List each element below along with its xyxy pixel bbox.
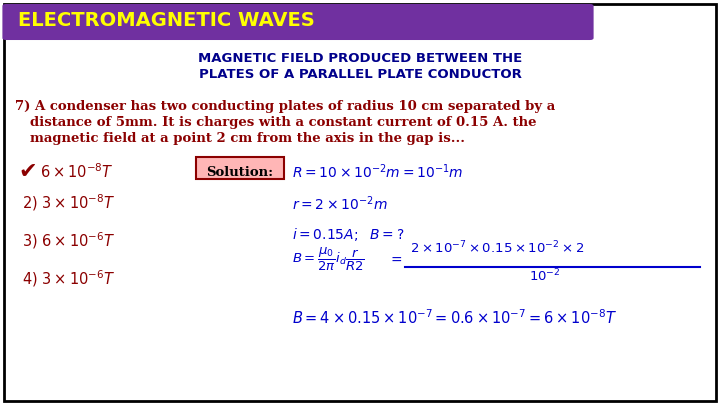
- Text: $R = 10\times10^{-2}m = 10^{-1}m$: $R = 10\times10^{-2}m = 10^{-1}m$: [292, 162, 464, 181]
- Text: PLATES OF A PARALLEL PLATE CONDUCTOR: PLATES OF A PARALLEL PLATE CONDUCTOR: [199, 68, 521, 81]
- Text: $=$: $=$: [388, 252, 402, 266]
- Text: Solution:: Solution:: [207, 166, 274, 179]
- Text: $r = 2\times10^{-2}m$: $r = 2\times10^{-2}m$: [292, 194, 387, 213]
- Text: $i = 0.15A;\ \ B = ?$: $i = 0.15A;\ \ B = ?$: [292, 226, 405, 243]
- Text: $6 \times 10^{-8}T$: $6 \times 10^{-8}T$: [40, 162, 114, 181]
- Text: $B = 4\times0.15\times10^{-7} = 0.6 \times 10^{-7} = 6 \times 10^{-8}T$: $B = 4\times0.15\times10^{-7} = 0.6 \tim…: [292, 308, 617, 327]
- Text: $3)\ 6 \times 10^{-6}T$: $3)\ 6 \times 10^{-6}T$: [22, 230, 115, 251]
- Text: $4)\ 3 \times 10^{-6}T$: $4)\ 3 \times 10^{-6}T$: [22, 268, 115, 289]
- Text: ELECTROMAGNETIC WAVES: ELECTROMAGNETIC WAVES: [18, 11, 315, 30]
- Text: $2 \times 10^{-7} \times 0.15 \times 10^{-2} \times 2$: $2 \times 10^{-7} \times 0.15 \times 10^…: [410, 240, 584, 257]
- Text: magnetic field at a point 2 cm from the axis in the gap is...: magnetic field at a point 2 cm from the …: [30, 132, 465, 145]
- Text: distance of 5mm. It is charges with a constant current of 0.15 A. the: distance of 5mm. It is charges with a co…: [30, 116, 536, 129]
- FancyBboxPatch shape: [196, 157, 284, 179]
- Text: ✔: ✔: [18, 162, 37, 182]
- Text: MAGNETIC FIELD PRODUCED BETWEEN THE: MAGNETIC FIELD PRODUCED BETWEEN THE: [198, 51, 522, 64]
- Text: $10^{-2}$: $10^{-2}$: [529, 268, 561, 285]
- Text: $2)\ 3 \times 10^{-8}T$: $2)\ 3 \times 10^{-8}T$: [22, 192, 115, 213]
- Text: 7) A condenser has two conducting plates of radius 10 cm separated by a: 7) A condenser has two conducting plates…: [15, 100, 555, 113]
- FancyBboxPatch shape: [2, 4, 593, 40]
- Text: $B=\dfrac{\mu_0}{2\pi}i_d\dfrac{r}{R2}$: $B=\dfrac{\mu_0}{2\pi}i_d\dfrac{r}{R2}$: [292, 246, 365, 273]
